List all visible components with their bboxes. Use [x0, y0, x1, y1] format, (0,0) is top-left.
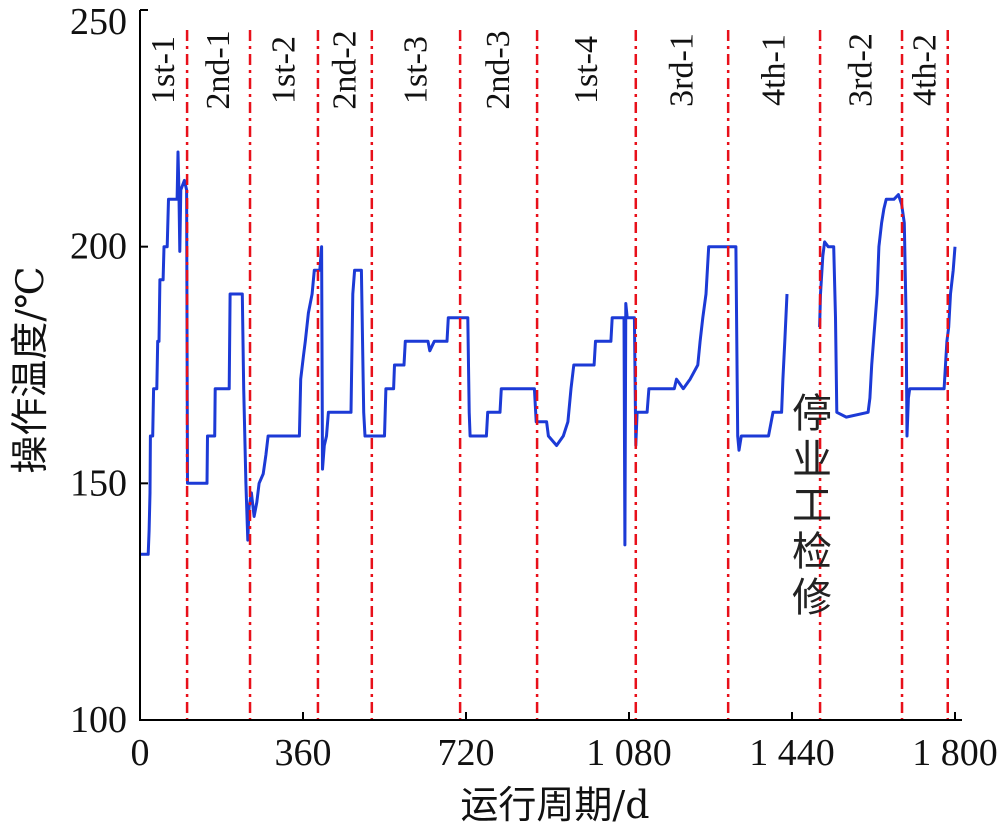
y-tick-label: 250 [70, 1, 127, 43]
period-label: 4th-1 [756, 34, 793, 106]
period-label: 4th-2 [906, 34, 943, 106]
x-axis-title: 运行周期/d [460, 783, 649, 827]
y-axis-title: 操作温度/℃ [8, 266, 52, 473]
x-tick-label: 360 [275, 732, 332, 774]
period-label: 1st-1 [145, 36, 182, 104]
shutdown-maintenance-annotation: 停业工检修 [785, 392, 831, 622]
x-tick-label: 0 [131, 732, 150, 774]
period-label: 1st-2 [266, 36, 303, 104]
axis-ticks: 0 360 720 1 080 1 440 1 800 100 150 200 250 [70, 1, 998, 774]
period-label: 1st-4 [568, 36, 605, 104]
period-labels: 1st-1 2nd-1 1st-2 2nd-2 1st-3 2nd-3 1st-4 3rd-1… [145, 30, 943, 109]
x-tick-label: 1 080 [586, 732, 672, 774]
x-tick-label: 1 800 [912, 732, 998, 774]
period-label: 2nd-1 [200, 30, 237, 109]
series-layer [140, 150, 957, 556]
period-boundaries [185, 30, 950, 720]
period-label: 3rd-2 [843, 33, 880, 107]
period-label: 2nd-2 [326, 30, 363, 109]
y-tick-label: 100 [70, 699, 127, 741]
temperature-line-segment [818, 193, 957, 438]
x-tick-label: 1 440 [749, 732, 835, 774]
y-tick-label: 150 [70, 462, 127, 504]
period-label: 1st-3 [398, 36, 435, 104]
temperature-line-segment [140, 150, 789, 556]
x-tick-label: 720 [438, 732, 495, 774]
period-label: 3rd-1 [664, 33, 701, 107]
period-label: 2nd-3 [480, 30, 517, 109]
y-tick-label: 200 [70, 226, 127, 268]
